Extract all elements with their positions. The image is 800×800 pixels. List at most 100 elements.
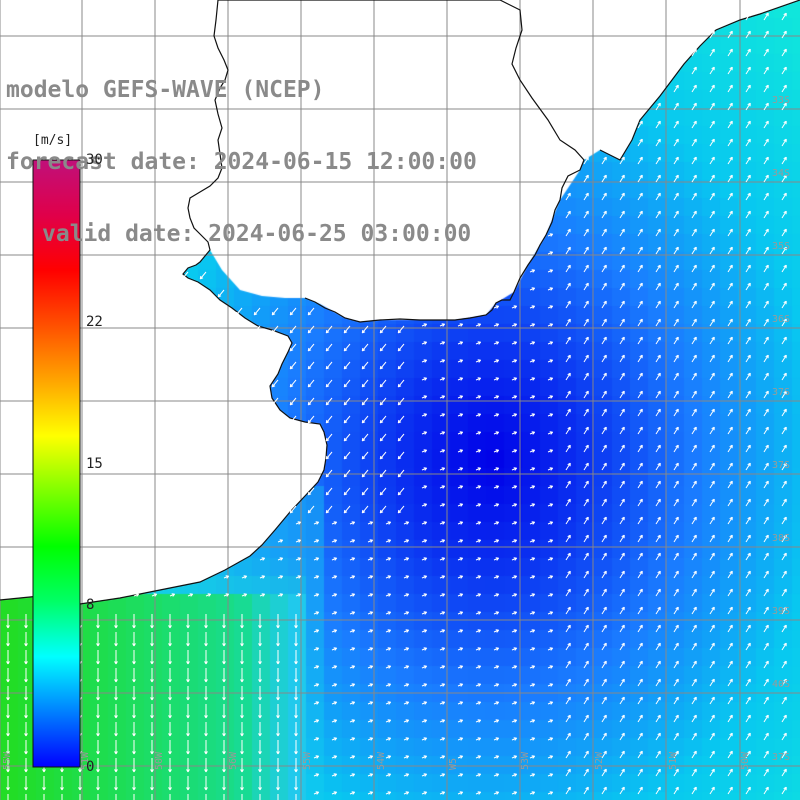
wind-arrow-head [316, 575, 320, 579]
wind-arrow-head [24, 697, 27, 701]
wind-arrow-head [478, 359, 482, 363]
wind-arrow [745, 696, 751, 705]
wind-arrow-head [352, 557, 356, 561]
wind-arrow [763, 48, 769, 57]
wind-arrow-head [460, 593, 464, 597]
wind-arrow [673, 210, 679, 219]
wind-arrow [361, 415, 369, 424]
wind-arrow-head [334, 737, 338, 741]
wind-arrow [691, 750, 697, 759]
wind-arrow-head [550, 521, 554, 525]
wind-arrow [691, 210, 697, 219]
wind-arrow [781, 462, 787, 471]
wind-arrow-head [550, 665, 554, 669]
lon-label: 55W [302, 751, 313, 770]
wind-arrow [763, 66, 769, 75]
wind-arrow [763, 120, 769, 129]
wind-arrow [727, 210, 733, 219]
wind-arrow-head [204, 787, 207, 791]
wind-arrow-head [244, 593, 248, 597]
wind-arrow-head [258, 643, 261, 647]
wind-arrow [673, 336, 679, 345]
wind-arrow [637, 750, 643, 759]
wind-arrow-head [460, 431, 464, 435]
wind-arrow [691, 192, 697, 201]
wind-arrow-head [289, 383, 292, 388]
wind-arrow [727, 408, 733, 417]
wind-arrow [781, 534, 787, 543]
wind-arrow [655, 750, 661, 759]
wind-arrow-head [132, 787, 135, 791]
wind-arrow [709, 390, 715, 399]
wind-arrow-head [343, 329, 346, 334]
wind-arrow [709, 444, 715, 453]
forecast-date: forecast date: 2024-06-15 12:00:00 [6, 149, 477, 175]
wind-arrow [565, 192, 571, 201]
wind-arrow [727, 300, 733, 309]
wind-arrow [637, 570, 643, 579]
wind-arrow [601, 678, 607, 687]
wind-arrow-head [397, 437, 400, 442]
wind-arrow [727, 642, 733, 651]
wind-arrow-head [271, 311, 274, 316]
wind-arrow [583, 444, 589, 453]
wind-arrow [727, 120, 733, 129]
wind-arrow [583, 660, 589, 669]
wind-arrow-head [240, 733, 243, 737]
wind-arrow-head [550, 485, 554, 489]
wind-arrow [565, 552, 571, 561]
wind-arrow [655, 120, 661, 129]
wind-arrow-head [96, 751, 99, 755]
wind-arrow-head [532, 359, 536, 363]
wind-arrow-head [496, 341, 500, 345]
wind-arrow [781, 750, 787, 759]
wind-arrow [709, 750, 715, 759]
wind-arrow [307, 397, 315, 406]
wind-arrow-head [496, 323, 500, 327]
wind-arrow [619, 462, 625, 471]
wind-arrow-head [334, 755, 338, 759]
wind-arrow [601, 408, 607, 417]
wind-arrow [655, 318, 661, 327]
wind-arrow [637, 696, 643, 705]
wind-arrow-head [478, 449, 482, 453]
wind-arrow [253, 307, 261, 316]
wind-arrow [289, 361, 297, 370]
lat-label: 37S [772, 387, 790, 398]
wind-arrow [583, 462, 589, 471]
wind-arrow-head [298, 539, 302, 543]
wind-arrow-head [240, 715, 243, 719]
wind-arrow [709, 336, 715, 345]
wind-arrow [709, 732, 715, 741]
wind-arrow [655, 642, 661, 651]
wind-arrow-head [514, 683, 518, 687]
wind-arrow-head [150, 769, 153, 773]
wind-arrow [379, 415, 387, 424]
wind-arrow [763, 552, 769, 561]
wind-arrow [601, 642, 607, 651]
wind-arrow-head [253, 311, 256, 316]
wind-arrow-head [204, 733, 207, 737]
wind-arrow-head [460, 341, 464, 345]
wind-arrow [781, 120, 787, 129]
wind-arrow-head [532, 323, 536, 327]
wind-arrow [397, 451, 405, 460]
wind-arrow-head [550, 683, 554, 687]
wind-arrow [601, 498, 607, 507]
wind-arrows [6, 12, 787, 800]
wind-arrow [601, 480, 607, 489]
wind-arrow [343, 415, 351, 424]
wind-arrow [601, 786, 607, 795]
wind-arrow-head [226, 593, 230, 597]
wind-arrow [763, 444, 769, 453]
wind-arrow [583, 192, 589, 201]
lon-label: 50W [154, 751, 165, 770]
wind-arrow [325, 469, 333, 478]
wind-arrow-head [532, 611, 536, 615]
wind-arrow [655, 156, 661, 165]
wind-arrow [691, 426, 697, 435]
wind-arrow [619, 534, 625, 543]
wind-arrow [691, 102, 697, 111]
wind-arrow-head [42, 787, 45, 791]
wind-arrow-head [325, 347, 328, 352]
